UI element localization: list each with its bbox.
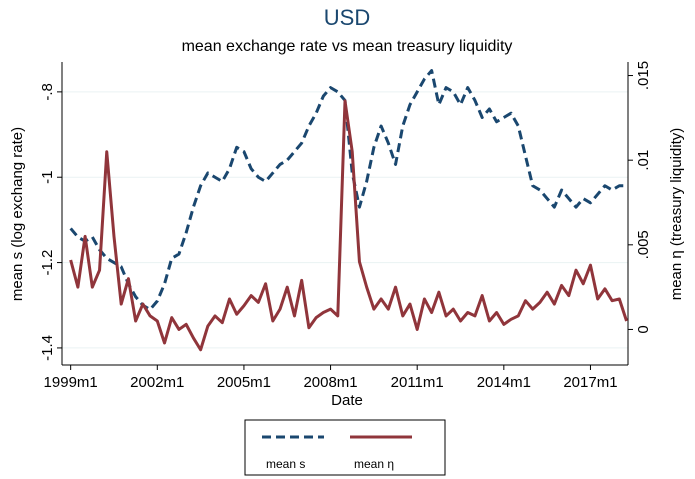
y2-tick-label: .01	[635, 150, 652, 171]
y-tick-label: -1.4	[39, 335, 56, 361]
x-tick-label: 2002m1	[130, 374, 184, 391]
x-tick-label: 2011m1	[391, 374, 444, 391]
y2-axis-title: mean η (treasury liquidity)	[668, 128, 685, 301]
y-tick-label: -1	[39, 171, 56, 184]
x-tick-label: 1999m1	[44, 374, 98, 391]
chart-subtitle: mean exchange rate vs mean treasury liqu…	[182, 38, 513, 55]
series-line	[69, 99, 628, 352]
y2-tick-label: .015	[635, 61, 652, 90]
legend-box	[244, 419, 446, 476]
chart-title: USD	[324, 5, 370, 30]
y2-tick-label: .005	[635, 230, 652, 259]
y-tick-label: -.8	[39, 83, 56, 101]
y-axis-title: mean s (log exchang rate)	[9, 127, 26, 301]
x-tick-label: 2005m1	[217, 374, 271, 391]
x-tick-label: 2014m1	[477, 374, 531, 391]
x-axis-title: Date	[331, 392, 363, 409]
y2-tick-label: 0	[635, 325, 652, 333]
x-tick-label: 2017m1	[563, 374, 617, 391]
legend-label: mean s	[266, 457, 305, 471]
y-tick-label: -1.2	[39, 250, 56, 276]
legend-label: mean η	[354, 457, 394, 471]
x-tick-label: 2008m1	[303, 374, 357, 391]
